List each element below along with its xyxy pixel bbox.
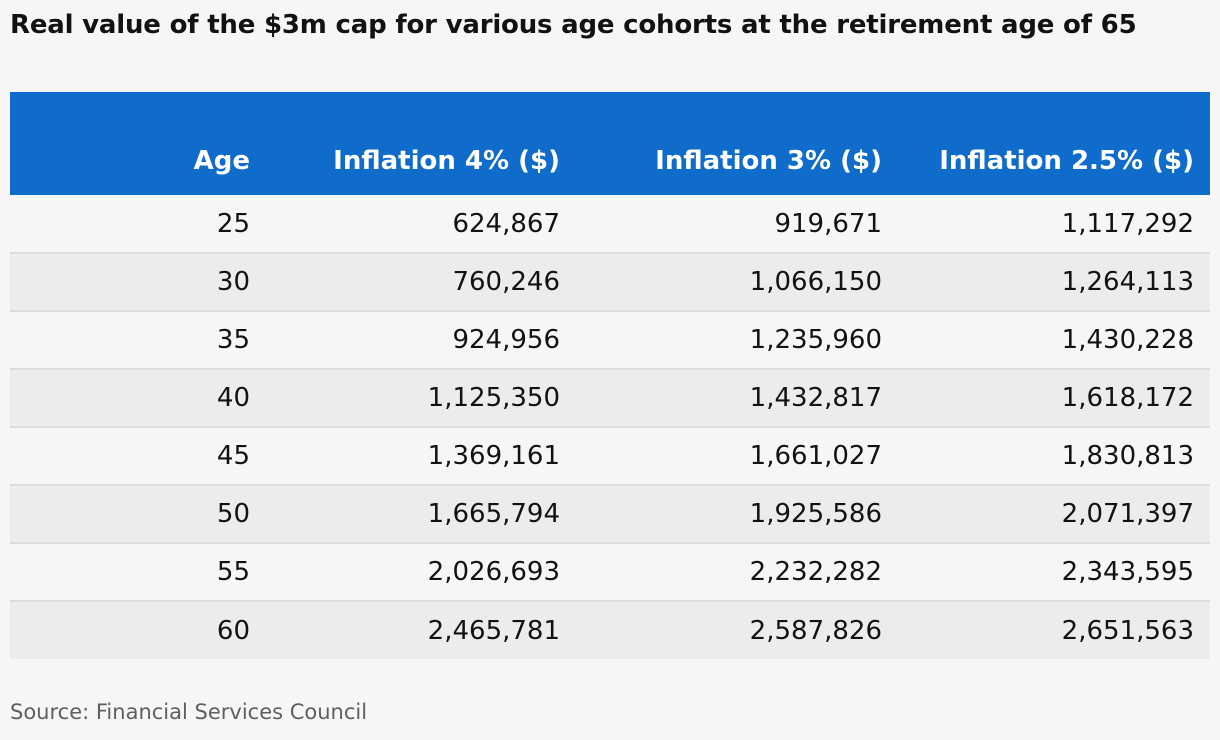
cell-inflation-2-5: 1,430,228 bbox=[894, 310, 1210, 369]
cell-age: 60 bbox=[10, 600, 250, 659]
cell-inflation-4: 1,125,350 bbox=[250, 368, 572, 427]
cell-inflation-4: 2,026,693 bbox=[250, 542, 572, 601]
cell-inflation-3: 919,671 bbox=[774, 208, 882, 239]
table-row: 55 2,026,693 2,232,282 2,343,595 bbox=[10, 542, 1210, 601]
cell-inflation-4: 624,867 bbox=[452, 208, 560, 239]
data-table-container: Age Inflation 4% ($) Inflation 3% ($) In… bbox=[10, 92, 1210, 659]
cell-age: 25 bbox=[216, 208, 250, 239]
chart-title: Real value of the $3m cap for various ag… bbox=[10, 10, 1137, 40]
cell-age: 50 bbox=[10, 484, 250, 543]
cell-age: 45 bbox=[10, 426, 250, 485]
header-inflation-4: Inflation 4% ($) bbox=[333, 146, 560, 176]
header-age: Age bbox=[193, 146, 250, 176]
table-row: 25 624,867 919,671 1,117,292 bbox=[10, 195, 1210, 253]
cell-age: 30 bbox=[10, 252, 250, 311]
header-row: Age Inflation 4% ($) Inflation 3% ($) In… bbox=[10, 92, 1210, 195]
cell-inflation-3: 1,066,150 bbox=[572, 252, 894, 311]
cell-inflation-3: 1,432,817 bbox=[572, 368, 894, 427]
table-row: 30 760,246 1,066,150 1,264,113 bbox=[10, 252, 1210, 311]
cell-inflation-3: 1,235,960 bbox=[572, 310, 894, 369]
cell-inflation-2-5: 2,343,595 bbox=[894, 542, 1210, 601]
data-table: Age Inflation 4% ($) Inflation 3% ($) In… bbox=[10, 92, 1210, 659]
cell-inflation-4: 1,665,794 bbox=[250, 484, 572, 543]
cell-inflation-2-5: 1,264,113 bbox=[894, 252, 1210, 311]
source-note: Source: Financial Services Council bbox=[10, 700, 368, 724]
cell-age: 55 bbox=[10, 542, 250, 601]
cell-inflation-4: 760,246 bbox=[250, 252, 572, 311]
cell-inflation-2-5: 1,117,292 bbox=[1061, 208, 1194, 239]
table-row: 40 1,125,350 1,432,817 1,618,172 bbox=[10, 368, 1210, 427]
cell-age: 40 bbox=[10, 368, 250, 427]
cell-inflation-2-5: 1,618,172 bbox=[894, 368, 1210, 427]
cell-inflation-2-5: 2,651,563 bbox=[894, 600, 1210, 659]
cell-inflation-3: 2,587,826 bbox=[572, 600, 894, 659]
cell-inflation-3: 2,232,282 bbox=[572, 542, 894, 601]
table-body: 25 624,867 919,671 1,117,292 30 760,246 1,066,… bbox=[10, 195, 1210, 659]
header-inflation-2-5: Inflation 2.5% ($) bbox=[939, 146, 1194, 176]
cell-inflation-2-5: 2,071,397 bbox=[894, 484, 1210, 543]
table-row: 50 1,665,794 1,925,586 2,071,397 bbox=[10, 484, 1210, 543]
cell-inflation-4: 2,465,781 bbox=[250, 600, 572, 659]
table-row: 45 1,369,161 1,661,027 1,830,813 bbox=[10, 426, 1210, 485]
cell-inflation-2-5: 1,830,813 bbox=[894, 426, 1210, 485]
cell-inflation-4: 1,369,161 bbox=[250, 426, 572, 485]
table-row: 60 2,465,781 2,587,826 2,651,563 bbox=[10, 600, 1210, 659]
cell-inflation-4: 924,956 bbox=[250, 310, 572, 369]
cell-inflation-3: 1,661,027 bbox=[572, 426, 894, 485]
header-inflation-3: Inflation 3% ($) bbox=[655, 146, 882, 176]
table-row: 35 924,956 1,235,960 1,430,228 bbox=[10, 310, 1210, 369]
table-header: Age Inflation 4% ($) Inflation 3% ($) In… bbox=[10, 92, 1210, 195]
cell-age: 35 bbox=[10, 310, 250, 369]
cell-inflation-3: 1,925,586 bbox=[572, 484, 894, 543]
